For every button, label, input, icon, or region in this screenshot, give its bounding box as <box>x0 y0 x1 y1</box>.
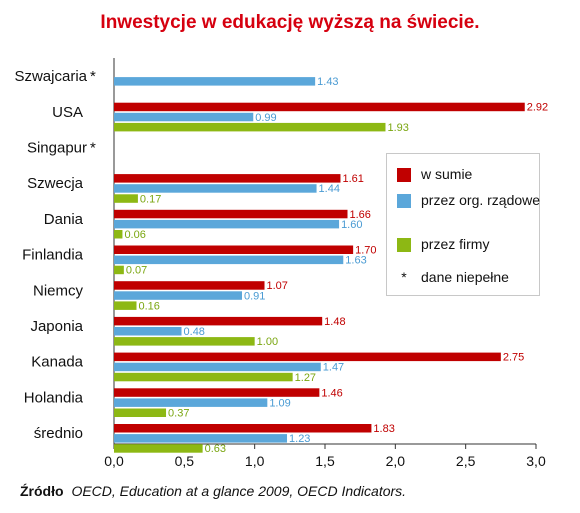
data-label-firms: 0.06 <box>124 229 145 241</box>
x-tick-label: 0,5 <box>175 453 195 469</box>
data-label-government: 0.91 <box>244 290 265 302</box>
series-bar-firms <box>114 408 167 417</box>
category-label: Szwecja <box>27 175 84 192</box>
data-label-total: 1.48 <box>324 316 345 328</box>
data-label-government: 1.63 <box>345 255 366 267</box>
legend-swatch-total <box>397 168 411 182</box>
data-label-government: 0.48 <box>184 326 205 338</box>
data-label-firms: 0.63 <box>205 443 226 455</box>
data-label-firms: 1.27 <box>295 372 316 384</box>
series-bar-total <box>114 352 501 362</box>
series-bar-total <box>114 102 525 112</box>
data-label-total: 1.61 <box>342 173 363 185</box>
data-label-firms: 1.00 <box>257 336 278 348</box>
series-bar-firms <box>114 194 138 203</box>
legend-label-total: w sumie <box>421 166 473 182</box>
series-bar-government <box>114 291 243 300</box>
series-bar-total <box>114 388 320 397</box>
category-label: Holandia <box>24 389 84 406</box>
data-label-total: 1.46 <box>321 387 342 399</box>
series-bar-total <box>114 245 354 254</box>
series-bar-government <box>114 434 288 443</box>
series-bar-firms <box>114 337 255 346</box>
data-label-firms: 0.37 <box>168 408 189 420</box>
series-bar-government <box>114 327 182 336</box>
legend-note-text: dane niepełne <box>421 269 509 285</box>
legend-label-government: przez org. rządowe <box>421 192 541 208</box>
category-label: Szwajcaria <box>14 68 87 85</box>
legend: w sumie przez org. rządowe przez firmy *… <box>386 153 540 296</box>
category-label: USA <box>52 104 83 121</box>
category-label: Kanada <box>31 354 83 371</box>
data-label-firms: 1.93 <box>387 122 408 134</box>
category-label: Singapur <box>27 140 87 157</box>
data-label-firms: 0.17 <box>140 193 161 205</box>
series-bar-government <box>114 362 321 372</box>
series-bar-total <box>114 174 341 183</box>
source-text: OECD, Education at a glance 2009, OECD I… <box>71 483 407 499</box>
series-bar-firms <box>114 444 203 453</box>
data-label-government: 1.23 <box>289 433 310 445</box>
chart-title: Inwestycje w edukację wyższą na świecie. <box>100 12 480 33</box>
series-bar-government <box>114 112 254 122</box>
series-bar-firms <box>114 372 293 382</box>
category-label: Dania <box>44 211 84 228</box>
source-label: Źródło <box>20 483 64 499</box>
legend-swatch-firms <box>397 238 411 252</box>
series-bar-total <box>114 424 372 433</box>
series-bar-firms <box>114 230 123 239</box>
data-label-total: 2.75 <box>503 352 524 364</box>
x-tick-label: 1,5 <box>315 453 335 469</box>
x-tick-label: 2,0 <box>386 453 406 469</box>
category-label: Niemcy <box>33 282 84 299</box>
series-bar-government <box>114 398 268 407</box>
x-tick-label: 3,0 <box>526 453 546 469</box>
x-tick-label: 0,0 <box>104 453 124 469</box>
category-label: średnio <box>34 425 83 442</box>
data-label-government: 1.47 <box>323 362 344 374</box>
data-label-government: 1.44 <box>319 183 340 195</box>
series-bar-total <box>114 209 348 219</box>
series-bar-government <box>114 255 344 265</box>
source-note: Źródło OECD, Education at a glance 2009,… <box>20 483 406 499</box>
data-label-total: 1.07 <box>267 280 288 292</box>
data-label-firms: 0.16 <box>139 300 160 312</box>
series-bar-total <box>114 281 265 290</box>
legend-label-firms: przez firmy <box>421 236 490 252</box>
category-label: Finlandia <box>22 247 84 264</box>
data-label-total: 2.92 <box>527 102 548 114</box>
data-label-total: 1.66 <box>350 209 371 221</box>
x-tick-label: 2,5 <box>456 453 476 469</box>
series-bar-government <box>114 219 340 229</box>
data-label-government: 0.99 <box>255 112 276 124</box>
data-label-government: 1.09 <box>269 397 290 409</box>
category-label: Japonia <box>30 318 83 335</box>
data-label-firms: 0.07 <box>126 265 147 277</box>
series-bar-firms <box>114 122 386 132</box>
series-bar-government <box>114 184 317 193</box>
category-footnote-mark: * <box>90 140 96 157</box>
data-label-total: 1.83 <box>373 423 394 435</box>
series-bar-government <box>114 77 316 86</box>
category-footnote-mark: * <box>90 68 96 85</box>
x-tick-label: 1,0 <box>245 453 265 469</box>
series-bar-total <box>114 316 323 326</box>
legend-swatch-government <box>397 194 411 208</box>
series-bar-firms <box>114 265 124 275</box>
data-label-government: 1.43 <box>317 76 338 88</box>
data-label-total: 1.70 <box>355 245 376 257</box>
series-bar-firms <box>114 301 137 310</box>
data-label-government: 1.60 <box>341 219 362 231</box>
legend-note-symbol: * <box>401 269 407 285</box>
